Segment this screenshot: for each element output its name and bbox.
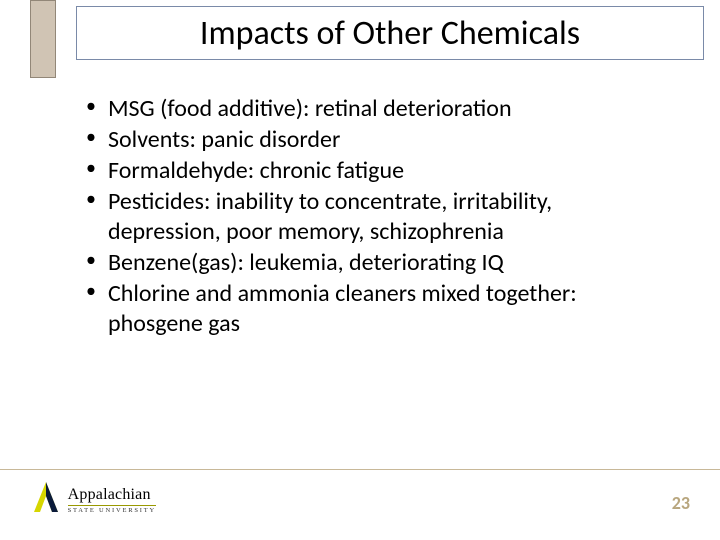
list-item: Benzene(gas): leukemia, deteriorating IQ (80, 248, 670, 278)
logo-name: Appalachian (68, 486, 156, 506)
accent-bar (30, 0, 56, 78)
list-item: MSG (food additive): retinal deteriorati… (80, 94, 670, 124)
bullet-list: MSG (food additive): retinal deteriorati… (80, 94, 670, 339)
page-number: 23 (672, 492, 690, 514)
logo-text: Appalachian STATE UNIVERSITY (68, 486, 156, 514)
list-item: Pesticides: inability to concentrate, ir… (80, 187, 670, 247)
logo-mark-icon (32, 480, 60, 519)
title-box: Impacts of Other Chemicals (76, 6, 704, 60)
slide-header: Impacts of Other Chemicals (0, 0, 720, 72)
logo-subtitle: STATE UNIVERSITY (68, 507, 156, 514)
list-item: Solvents: panic disorder (80, 125, 670, 155)
list-item: Chlorine and ammonia cleaners mixed toge… (80, 279, 670, 339)
university-logo: Appalachian STATE UNIVERSITY (32, 480, 182, 522)
slide-content: MSG (food additive): retinal deteriorati… (0, 72, 720, 339)
list-item: Formaldehyde: chronic fatigue (80, 156, 670, 186)
slide-title: Impacts of Other Chemicals (200, 13, 580, 54)
footer-divider (0, 469, 720, 470)
